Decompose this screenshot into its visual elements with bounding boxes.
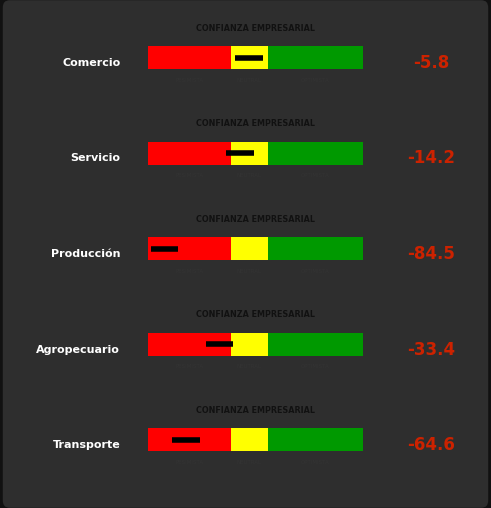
Text: Producción: Producción (51, 249, 120, 259)
Bar (148, 237, 231, 260)
Text: NEUTRAL: NEUTRAL (237, 78, 262, 83)
Text: OPTIMISTA: OPTIMISTA (301, 269, 330, 274)
Text: OPTIMISTA: OPTIMISTA (301, 460, 330, 465)
Text: PESIMISTA: PESIMISTA (175, 173, 203, 178)
Text: -14.2: -14.2 (407, 149, 455, 168)
Text: NEUTRAL: NEUTRAL (237, 173, 262, 178)
Bar (268, 237, 363, 260)
Text: -64.6: -64.6 (407, 436, 455, 454)
Text: Comercio: Comercio (62, 58, 120, 68)
Bar (268, 333, 363, 356)
Bar (231, 46, 268, 69)
Bar (148, 46, 231, 69)
Text: PESIMISTA: PESIMISTA (175, 269, 203, 274)
Bar (268, 46, 363, 69)
Text: -33.4: -33.4 (407, 340, 455, 359)
Text: NEUTRAL: NEUTRAL (237, 364, 262, 369)
Bar (231, 428, 268, 451)
Text: CONFIANZA EMPRESARIAL: CONFIANZA EMPRESARIAL (196, 310, 315, 319)
Bar (231, 333, 268, 356)
Bar (231, 237, 268, 260)
Text: CONFIANZA EMPRESARIAL: CONFIANZA EMPRESARIAL (196, 215, 315, 224)
Text: OPTIMISTA: OPTIMISTA (301, 173, 330, 178)
Text: PESIMISTA: PESIMISTA (175, 460, 203, 465)
Text: CONFIANZA EMPRESARIAL: CONFIANZA EMPRESARIAL (196, 119, 315, 128)
Text: PESIMISTA: PESIMISTA (175, 78, 203, 83)
Text: Servicio: Servicio (70, 153, 120, 164)
Bar (148, 333, 231, 356)
Text: PESIMISTA: PESIMISTA (175, 364, 203, 369)
Bar (268, 142, 363, 165)
Text: Transporte: Transporte (53, 440, 120, 450)
Text: -5.8: -5.8 (413, 54, 449, 72)
Text: CONFIANZA EMPRESARIAL: CONFIANZA EMPRESARIAL (196, 406, 315, 415)
Text: NEUTRAL: NEUTRAL (237, 269, 262, 274)
Bar (268, 428, 363, 451)
Text: CONFIANZA EMPRESARIAL: CONFIANZA EMPRESARIAL (196, 24, 315, 33)
Text: OPTIMISTA: OPTIMISTA (301, 78, 330, 83)
Bar (231, 142, 268, 165)
Text: OPTIMISTA: OPTIMISTA (301, 364, 330, 369)
Text: -84.5: -84.5 (407, 245, 455, 263)
Text: Agropecuario: Agropecuario (36, 344, 120, 355)
Bar (148, 142, 231, 165)
Text: NEUTRAL: NEUTRAL (237, 460, 262, 465)
Bar (148, 428, 231, 451)
